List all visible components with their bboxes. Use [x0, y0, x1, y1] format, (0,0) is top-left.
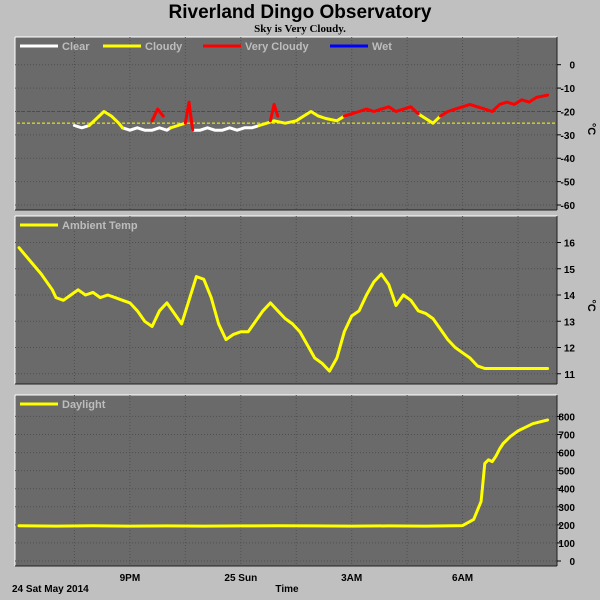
y-tick-label: -30: [561, 131, 576, 142]
series-line: [183, 100, 195, 132]
y-tick-label: -50: [561, 178, 576, 189]
x-axis-label: Time: [275, 584, 299, 595]
y-tick-label: 200: [558, 521, 575, 532]
x-tick-label: 3AM: [341, 573, 362, 584]
y-tick-label: 500: [558, 467, 575, 478]
y-unit-label: °C: [585, 123, 597, 135]
y-tick-label: -60: [561, 201, 576, 212]
y-tick-label: 0: [569, 61, 575, 72]
y-tick-label: -10: [561, 84, 576, 95]
y-tick-label: 14: [564, 291, 576, 302]
y-tick-label: 11: [564, 370, 575, 381]
legend-label: Wet: [372, 41, 392, 53]
series-line: [416, 112, 442, 125]
time-axis: 9PM 25 Sun 3AM 6AM: [120, 573, 474, 584]
series-line: [342, 105, 420, 118]
y-tick-label: 12: [564, 344, 576, 355]
series-line: [72, 124, 91, 130]
y-tick-label: 100: [558, 539, 575, 550]
date-label: 24 Sat May 2014: [12, 584, 89, 595]
y-tick-label: 0: [569, 557, 575, 568]
series-line: [17, 246, 550, 373]
series-line: [169, 121, 187, 130]
y-tick-label: -20: [561, 107, 576, 118]
series-line: [121, 126, 173, 132]
x-tick-label: 25 Sun: [224, 573, 257, 584]
series-line: [268, 102, 280, 123]
legend-label: Cloudy: [145, 41, 183, 53]
y-tick-label: 13: [564, 317, 576, 328]
series-line: [191, 124, 261, 132]
legend-label: Clear: [62, 41, 90, 53]
y-tick-label: -40: [561, 154, 576, 165]
legend-label: Daylight: [62, 399, 106, 411]
y-tick-label: 400: [558, 485, 575, 496]
y-tick-label: 15: [564, 265, 576, 276]
y-tick-label: 300: [558, 503, 575, 514]
y-tick-label: 700: [558, 430, 575, 441]
daylight-panel: 800 700 600 500 400 300 200 100 0 Daylight: [14, 394, 575, 568]
y-tick-label: 800: [558, 412, 575, 423]
x-tick-label: 6AM: [452, 573, 473, 584]
series-line: [438, 93, 550, 118]
plot-area: [15, 395, 557, 566]
legend-label: Very Cloudy: [245, 41, 309, 53]
series-line: [17, 418, 550, 528]
plot-area: [15, 216, 557, 384]
sky-temperature-panel: 0 -10 -20 -30 -40 -50 -60 °C Clear Cloudy Very Clo…: [14, 36, 597, 212]
sky-status: Sky is Very Cloudy.: [254, 23, 346, 35]
legend-label: Ambient Temp: [62, 220, 138, 232]
series-line: [87, 110, 124, 130]
x-tick-label: 9PM: [120, 573, 141, 584]
y-unit-label: °C: [585, 299, 597, 311]
chart-title: Riverland Dingo Observatory: [169, 2, 432, 23]
ambient-temperature-panel: 16 15 14 13 12 11 °C Ambient Temp: [14, 215, 597, 385]
y-tick-label: 16: [564, 239, 576, 250]
y-tick-label: 600: [558, 449, 575, 460]
series-line: [150, 107, 165, 123]
